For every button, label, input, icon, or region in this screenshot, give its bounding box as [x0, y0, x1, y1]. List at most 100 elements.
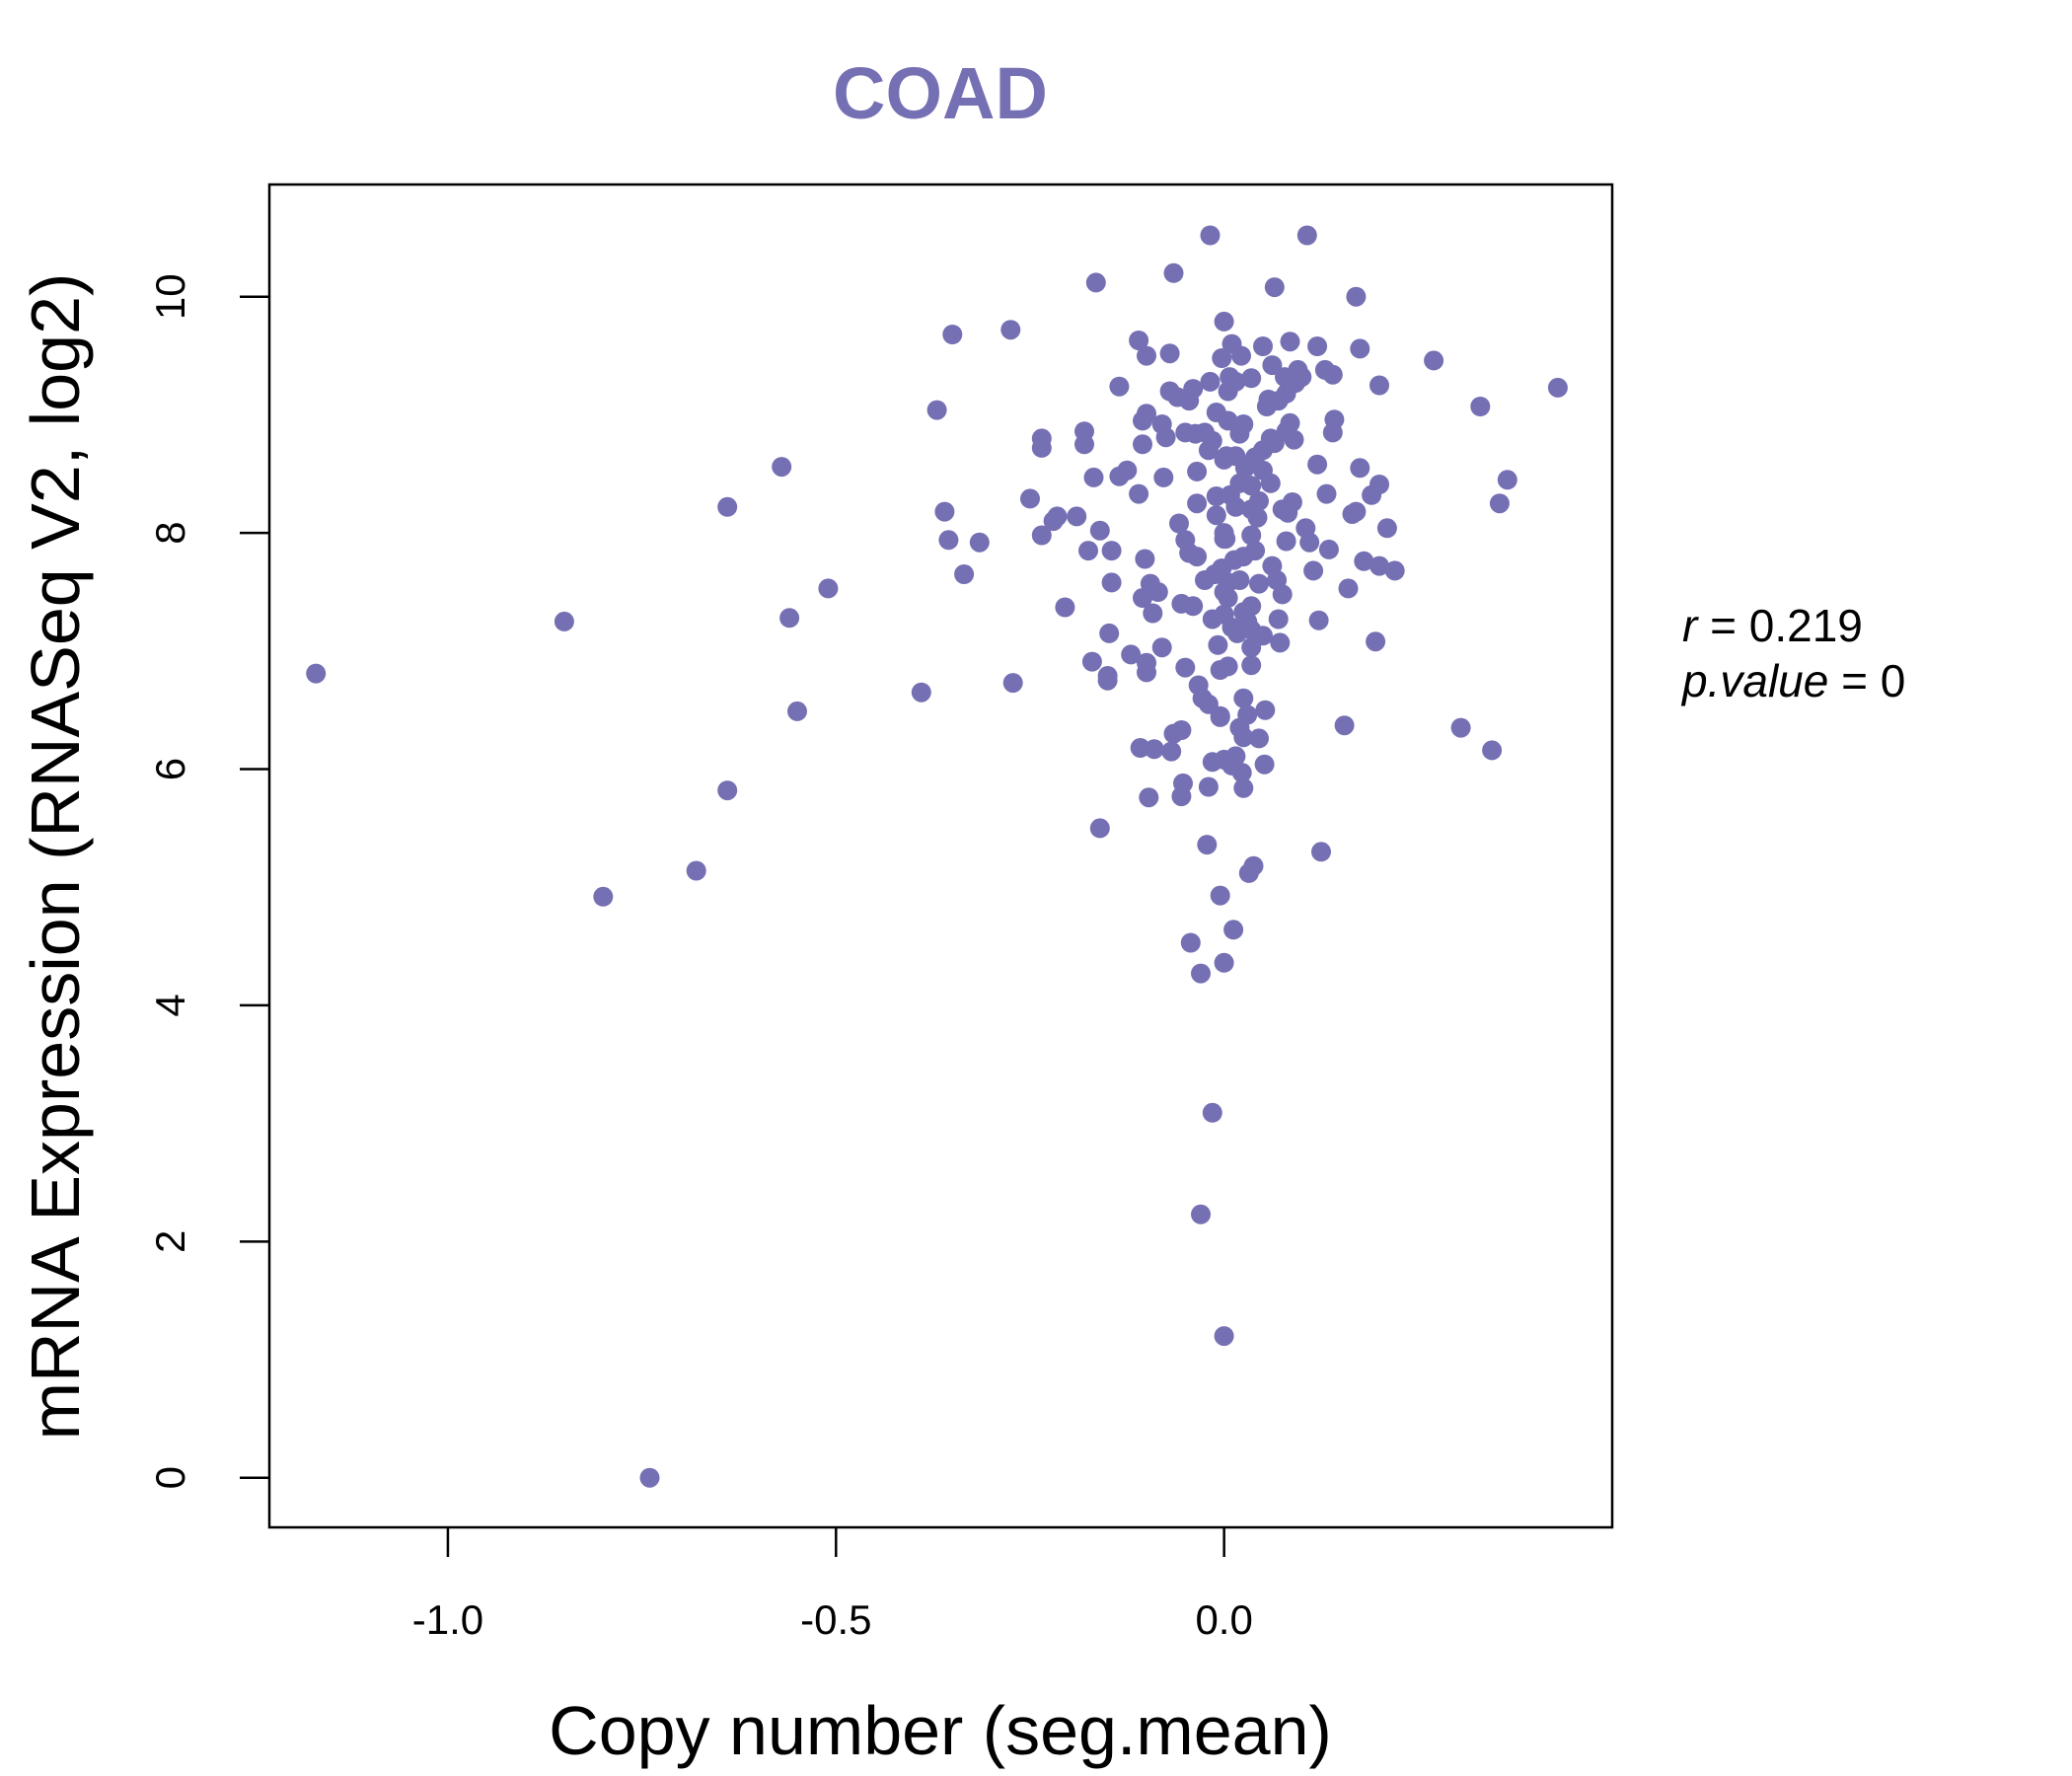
data-point [1200, 225, 1221, 246]
data-point [1322, 364, 1343, 385]
p-value-label: p.value [1680, 655, 1828, 706]
data-point [1175, 657, 1196, 678]
data-point [787, 701, 807, 721]
data-point [1183, 379, 1204, 400]
data-point [1187, 493, 1208, 514]
data-point [1135, 549, 1155, 569]
y-tick-label: 0 [147, 1466, 193, 1489]
data-point [1218, 656, 1238, 677]
data-point [1243, 855, 1264, 876]
data-point [1129, 331, 1149, 350]
data-point [1247, 507, 1268, 528]
x-axis-label: Copy number (seg.mean) [549, 1692, 1332, 1769]
data-point [1255, 700, 1276, 720]
data-point [1180, 932, 1201, 953]
data-point [1000, 320, 1021, 340]
x-tick-label: -1.0 [412, 1596, 483, 1643]
p-value-annotation: p.value = 0 [1680, 655, 1905, 706]
y-tick-label: 8 [147, 521, 193, 544]
data-point [1129, 483, 1149, 504]
data-point [1272, 584, 1293, 605]
data-point [306, 663, 327, 684]
data-point [1324, 409, 1345, 430]
data-point [1241, 368, 1262, 389]
p-value: 0 [1881, 655, 1906, 706]
chart-title: COAD [833, 52, 1048, 134]
data-point [911, 682, 931, 703]
data-point [1225, 746, 1246, 767]
data-point [1346, 286, 1367, 307]
data-point [1171, 720, 1192, 740]
data-point [1241, 655, 1262, 676]
data-points [306, 225, 1568, 1488]
data-point [1354, 551, 1374, 571]
data-point [1316, 483, 1337, 504]
data-point [1117, 460, 1138, 481]
data-point [686, 860, 706, 881]
data-point [1089, 818, 1110, 839]
data-point [1198, 777, 1219, 797]
data-point [1450, 717, 1471, 738]
data-point [1268, 609, 1289, 629]
data-point [1101, 541, 1122, 561]
data-point [1159, 343, 1180, 364]
data-point [1151, 637, 1172, 658]
data-point [1202, 1102, 1222, 1123]
data-point [1139, 787, 1159, 808]
data-point [1137, 404, 1156, 424]
data-point [1143, 603, 1163, 624]
data-point [1067, 506, 1087, 527]
data-point [1212, 348, 1232, 368]
y-axis: 0 2 4 6 8 10 [147, 273, 269, 1489]
data-point [1218, 410, 1238, 431]
data-point [1303, 560, 1324, 581]
data-point [1169, 513, 1189, 534]
data-point [1144, 739, 1164, 760]
data-point [1350, 338, 1370, 359]
r-value: 0.219 [1749, 600, 1863, 651]
data-point [1191, 963, 1211, 984]
data-point [1202, 430, 1222, 451]
data-point [1155, 427, 1176, 448]
data-point [1231, 763, 1252, 783]
data-point [1047, 506, 1068, 527]
data-point [969, 532, 990, 553]
data-point [1109, 376, 1130, 397]
data-point [639, 1467, 660, 1488]
data-point [942, 325, 963, 344]
data-point [1101, 572, 1122, 593]
y-tick-label: 4 [147, 994, 193, 1016]
data-point [1292, 367, 1312, 388]
data-point [938, 530, 959, 551]
data-point [1233, 414, 1254, 434]
data-point [1137, 652, 1156, 673]
data-point [779, 608, 800, 629]
data-point [1153, 467, 1174, 487]
data-point [717, 780, 738, 801]
data-point [1210, 885, 1230, 906]
data-point [1229, 570, 1250, 590]
data-point [1276, 531, 1296, 552]
data-point [1237, 704, 1258, 725]
data-point [1307, 336, 1328, 356]
data-point [1083, 467, 1104, 487]
data-point [1208, 634, 1228, 655]
data-point [1376, 518, 1397, 539]
data-point [926, 400, 947, 420]
correlation-annotation: r = 0.219 [1682, 600, 1863, 651]
data-point [1191, 1204, 1211, 1224]
data-point [1031, 525, 1052, 546]
data-point [1264, 277, 1285, 298]
data-point [772, 457, 792, 478]
data-point [1031, 437, 1052, 458]
data-point [1249, 490, 1269, 511]
data-point [1307, 454, 1328, 475]
data-point [1081, 651, 1102, 672]
data-point [1020, 488, 1040, 509]
plot-frame [267, 183, 1614, 1529]
data-point [1225, 371, 1246, 392]
y-tick-label: 10 [147, 273, 193, 320]
data-point [1282, 492, 1302, 512]
data-point [1270, 632, 1291, 653]
x-tick-label: -0.5 [800, 1596, 871, 1643]
